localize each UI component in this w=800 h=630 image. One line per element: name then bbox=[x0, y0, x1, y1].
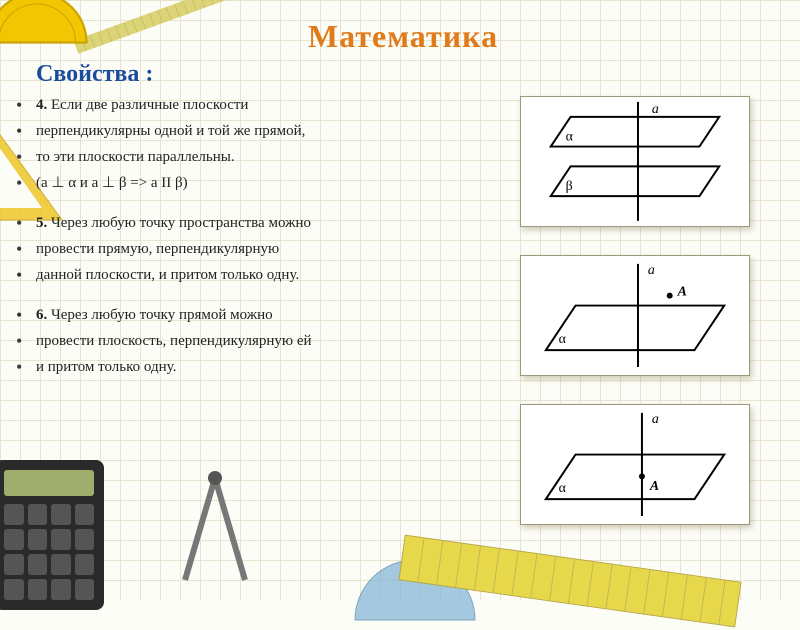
fig1-plane-bottom-label: β bbox=[566, 179, 573, 194]
property-line: данной плоскости, и притом только одну. bbox=[36, 262, 500, 288]
property-line: (a ⊥ α и a ⊥ β => a II β) bbox=[36, 170, 500, 196]
property-line: и притом только одну. bbox=[36, 354, 500, 380]
fig1-line-label: a bbox=[652, 102, 659, 117]
property-line: 4. Если две различные плоскости bbox=[36, 92, 500, 118]
property-line: 6. Через любую точку прямой можно bbox=[36, 302, 500, 328]
figure-1: a α β bbox=[520, 96, 750, 227]
property-line: перпендикулярны одной и той же прямой, bbox=[36, 118, 500, 144]
properties-column: 4. Если две различные плоскостиперпендик… bbox=[36, 92, 500, 525]
page-title: Математика bbox=[36, 18, 770, 55]
fig1-plane-top-label: α bbox=[566, 130, 573, 145]
property-line: провести прямую, перпендикулярную bbox=[36, 236, 500, 262]
fig2-line-label: a bbox=[648, 263, 655, 278]
fig3-point-label: A bbox=[649, 479, 659, 494]
property-line: то эти плоскости параллельны. bbox=[36, 144, 500, 170]
section-heading: Свойства : bbox=[36, 61, 770, 88]
fig2-point-label: A bbox=[677, 285, 687, 300]
properties-list: 4. Если две различные плоскостиперпендик… bbox=[36, 92, 500, 380]
fig2-plane-label: α bbox=[559, 332, 566, 347]
fig3-line-label: a bbox=[652, 412, 659, 427]
property-line: провести плоскость, перпендикулярную ей bbox=[36, 328, 500, 354]
fig3-plane-label: α bbox=[559, 481, 566, 496]
property-line: 5. Через любую точку пространства можно bbox=[36, 210, 500, 236]
figure-2: a A α bbox=[520, 255, 750, 376]
figure-3: a A α bbox=[520, 404, 750, 525]
figures-column: a α β a A α bbox=[510, 92, 770, 525]
